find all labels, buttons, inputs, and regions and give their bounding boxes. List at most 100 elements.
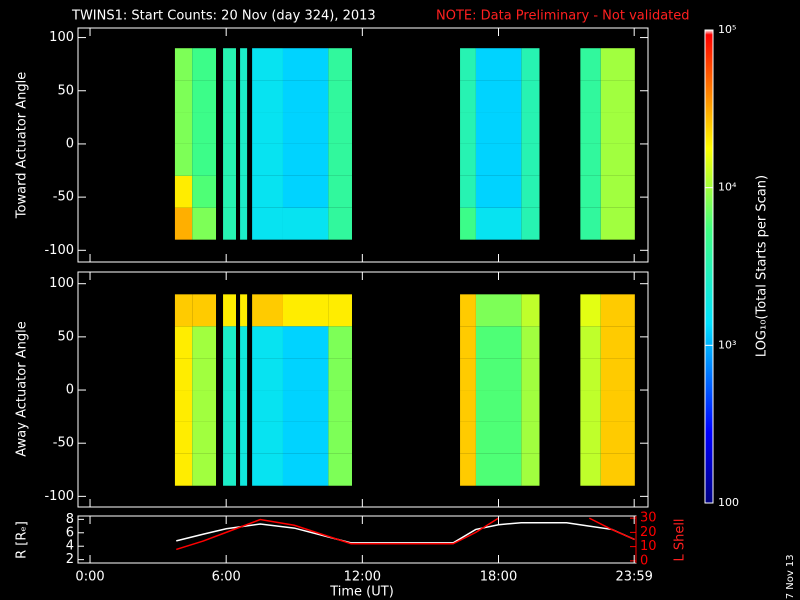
heatmap-cell <box>223 143 236 176</box>
heatmap-cell <box>223 48 236 81</box>
heatmap-cell <box>521 453 540 486</box>
x-tick-label: 23:59 <box>615 570 652 585</box>
heatmap-cell <box>328 48 352 81</box>
heatmap-cell <box>580 48 601 81</box>
heatmap-cell <box>240 421 248 454</box>
heatmap-cell <box>460 294 476 327</box>
heatmap-cell <box>192 80 217 113</box>
y-tick-label: 2 <box>66 552 74 567</box>
heatmap-cell <box>600 294 635 327</box>
plot-frame <box>77 271 649 508</box>
heatmap-cell <box>174 80 193 113</box>
heatmap-cell <box>252 421 283 454</box>
heatmap-cell <box>328 207 352 240</box>
heatmap-cell <box>174 421 193 454</box>
heatmap-cell <box>223 112 236 144</box>
heatmap-cell <box>282 80 329 113</box>
heatmap-cell <box>240 453 248 486</box>
heatmap-cell <box>174 453 193 486</box>
heatmap-cell <box>460 143 476 176</box>
heatmap-cell <box>580 358 601 391</box>
heatmap-cell <box>240 326 248 359</box>
y-axis-label: R [Rₑ] <box>15 521 30 559</box>
y2-axis-label: L Shell <box>673 518 688 561</box>
heatmap-cell <box>174 207 193 240</box>
y-tick-label: -50 <box>53 190 74 205</box>
heatmap-cell <box>580 80 601 113</box>
heatmap-cell <box>460 175 476 208</box>
heatmap-cell <box>600 207 635 240</box>
y-tick-label: 50 <box>57 329 74 344</box>
x-tick-label: 12:00 <box>344 570 381 585</box>
heatmap-cell <box>460 390 476 422</box>
heatmap-cell <box>252 326 283 359</box>
heatmap-cell <box>521 358 540 391</box>
y-axis-label: Toward Actuator Angle <box>15 72 30 219</box>
colorbar-tick-label: 10⁵ <box>718 23 736 36</box>
heatmap-cell <box>580 207 601 240</box>
heatmap-cell <box>223 421 236 454</box>
heatmap-cell <box>282 143 329 176</box>
heatmap-cell <box>521 143 540 176</box>
heatmap-cell <box>174 294 193 327</box>
heatmap-cell <box>174 358 193 391</box>
heatmap-cell <box>460 421 476 454</box>
heatmap-cell <box>282 294 329 327</box>
heatmap-cell <box>600 112 635 144</box>
heatmap-cell <box>282 326 329 359</box>
chart-title: TWINS1: Start Counts: 20 Nov (day 324), … <box>71 9 376 24</box>
heatmap-cell <box>240 390 248 422</box>
heatmap-cell <box>580 326 601 359</box>
heatmap-cell <box>328 294 352 327</box>
heatmap-cell <box>252 453 283 486</box>
heatmap-cell <box>600 175 635 208</box>
heatmap-cell <box>223 358 236 391</box>
y2-tick-label: 30 <box>640 511 657 526</box>
y-tick-label: 0 <box>66 136 74 151</box>
heatmap-cell <box>282 390 329 422</box>
heatmap-cell <box>192 453 217 486</box>
heatmap-cell <box>223 175 236 208</box>
heatmap-cell <box>521 48 540 81</box>
heatmap-cell <box>580 294 601 327</box>
x-axis-label: Time (UT) <box>329 585 394 600</box>
heatmap-cell <box>328 453 352 486</box>
note: NOTE: Data Preliminary - Not validated <box>436 9 690 24</box>
series-line <box>176 521 635 544</box>
x-tick-label: 6:00 <box>212 570 241 585</box>
y-tick-label: -100 <box>44 489 74 504</box>
heatmap-cell <box>600 421 635 454</box>
heatmap-cell <box>192 175 217 208</box>
heatmap-cell <box>328 112 352 144</box>
heatmap-cell <box>223 390 236 422</box>
x-tick-label: 18:00 <box>480 570 517 585</box>
heatmap-cell <box>328 143 352 176</box>
colorbar-label: LOG₁₀(Total Starts per Scan) <box>755 175 770 357</box>
heatmap-cell <box>475 112 522 144</box>
heatmap-cell <box>252 294 283 327</box>
heatmap-cell <box>600 326 635 359</box>
heatmap-cell <box>192 48 217 81</box>
heatmap-cell <box>460 326 476 359</box>
colorbar-tick-label: 10³ <box>718 338 736 351</box>
heatmap-cell <box>521 390 540 422</box>
heatmap-cell <box>580 143 601 176</box>
heatmap-cell <box>252 80 283 113</box>
heatmap-cell <box>223 326 236 359</box>
heatmap-cell <box>240 143 248 176</box>
heatmap-cell <box>174 390 193 422</box>
heatmap-cell <box>240 207 248 240</box>
y-tick-label: 0 <box>66 383 74 398</box>
heatmap-cell <box>328 358 352 391</box>
heatmap-cell <box>521 112 540 144</box>
y-axis-label: Away Actuator Angle <box>15 321 30 456</box>
heatmap-cell <box>580 421 601 454</box>
heatmap-cell <box>252 112 283 144</box>
colorbar-tick-label: 10⁴ <box>718 181 737 194</box>
heatmap-cell <box>282 207 329 240</box>
heatmap-cell <box>252 390 283 422</box>
heatmap-cell <box>192 326 217 359</box>
heatmap-cell <box>240 112 248 144</box>
heatmap-cell <box>580 453 601 486</box>
